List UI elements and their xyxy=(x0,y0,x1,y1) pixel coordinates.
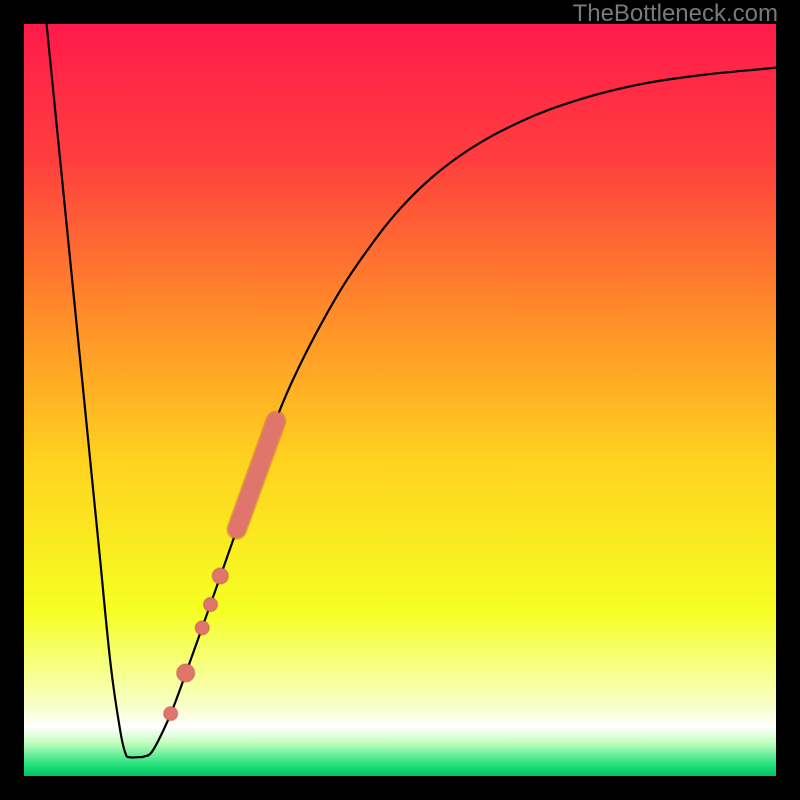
bottleneck-curve xyxy=(47,24,776,758)
plot-area xyxy=(24,24,776,776)
marker-dot xyxy=(203,598,217,612)
marker-thick-segment xyxy=(237,421,276,529)
marker-dot xyxy=(177,664,195,682)
marker-dot xyxy=(195,621,209,635)
curve-layer xyxy=(24,24,776,776)
chart-container: TheBottleneck.com xyxy=(0,0,800,800)
watermark-text: TheBottleneck.com xyxy=(573,0,778,28)
data-markers xyxy=(164,421,276,721)
marker-dot xyxy=(212,568,228,584)
marker-dot xyxy=(164,707,178,721)
